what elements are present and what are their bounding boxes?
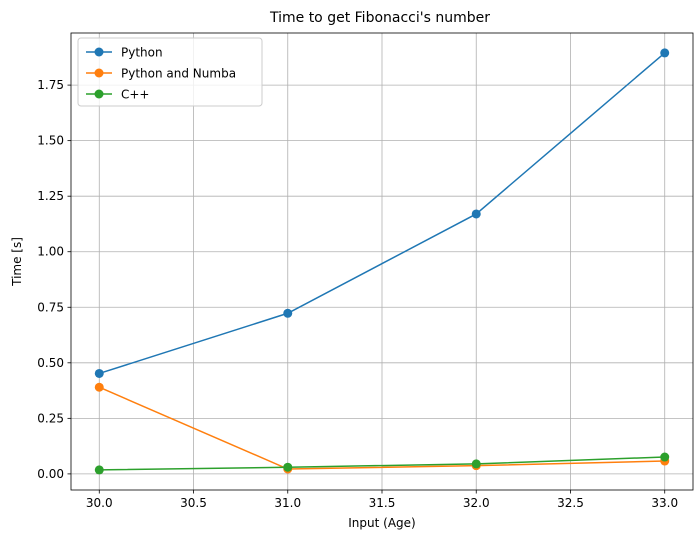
y-tick-label: 0.00 bbox=[37, 467, 64, 481]
x-axis-label: Input (Age) bbox=[348, 516, 415, 530]
data-point bbox=[660, 452, 670, 462]
axis-ticks: 30.0 30.5 31.0 31.5 32.0 32.5 33.0 0.00 0.25 0.50… bbox=[37, 78, 678, 510]
y-tick-label: 0.50 bbox=[37, 356, 64, 370]
legend-item: Python and Numba bbox=[86, 67, 236, 81]
y-tick-label: 1.50 bbox=[37, 134, 64, 148]
series-cpp bbox=[94, 452, 670, 475]
data-point bbox=[94, 382, 104, 392]
legend-label: Python bbox=[121, 46, 163, 60]
x-tick-label: 31.5 bbox=[369, 496, 396, 510]
y-tick-label: 1.00 bbox=[37, 245, 64, 259]
y-tick-label: 0.75 bbox=[37, 300, 64, 314]
x-tick-label: 33.0 bbox=[651, 496, 678, 510]
legend: Python Python and Numba C++ bbox=[77, 37, 263, 107]
data-point bbox=[283, 308, 293, 318]
data-point bbox=[660, 48, 670, 58]
y-tick-label: 1.25 bbox=[37, 189, 64, 203]
legend-label: Python and Numba bbox=[121, 67, 236, 81]
y-tick-label: 1.75 bbox=[37, 78, 64, 92]
x-tick-label: 32.5 bbox=[557, 496, 584, 510]
legend-marker bbox=[94, 47, 104, 57]
x-tick-label: 30.5 bbox=[180, 496, 207, 510]
data-point bbox=[471, 209, 481, 219]
legend-item: C++ bbox=[86, 88, 150, 102]
series-line bbox=[99, 52, 666, 375]
y-tick-label: 0.25 bbox=[37, 411, 64, 425]
series-line bbox=[99, 456, 665, 471]
legend-box bbox=[77, 37, 263, 107]
legend-label: C++ bbox=[121, 88, 150, 102]
legend-marker bbox=[94, 68, 104, 78]
series-python bbox=[94, 48, 670, 378]
series-line bbox=[98, 386, 665, 470]
grid bbox=[71, 33, 693, 490]
series-layer bbox=[94, 48, 670, 475]
y-axis-label: Time [s] bbox=[10, 237, 24, 287]
data-point bbox=[471, 459, 481, 469]
data-point bbox=[94, 465, 104, 475]
x-tick-label: 32.0 bbox=[463, 496, 490, 510]
chart-title: Time to get Fibonacci's number bbox=[269, 10, 490, 26]
legend-item: Python bbox=[86, 46, 163, 60]
data-point bbox=[283, 462, 293, 472]
x-tick-label: 31.0 bbox=[274, 496, 301, 510]
data-point bbox=[94, 368, 104, 378]
legend-marker bbox=[94, 89, 104, 99]
x-tick-label: 30.0 bbox=[86, 496, 113, 510]
